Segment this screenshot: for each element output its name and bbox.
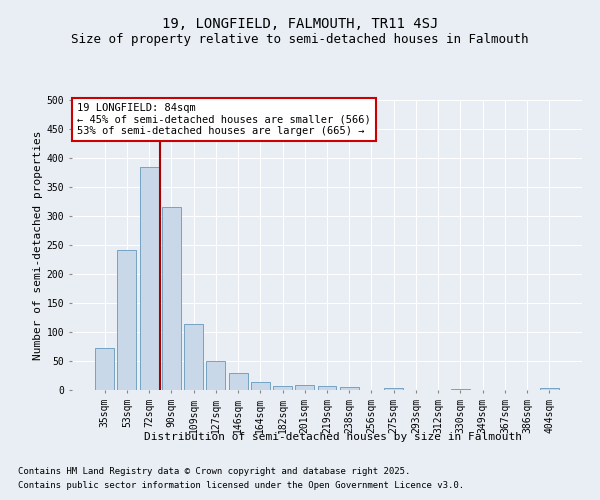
Bar xyxy=(251,382,270,390)
Y-axis label: Number of semi-detached properties: Number of semi-detached properties xyxy=(32,130,43,360)
Bar xyxy=(540,388,559,390)
Bar xyxy=(340,386,359,390)
Bar xyxy=(184,324,203,390)
Bar xyxy=(162,208,181,390)
Text: Distribution of semi-detached houses by size in Falmouth: Distribution of semi-detached houses by … xyxy=(144,432,522,442)
Bar xyxy=(229,373,248,390)
Text: 19 LONGFIELD: 84sqm
← 45% of semi-detached houses are smaller (566)
53% of semi-: 19 LONGFIELD: 84sqm ← 45% of semi-detach… xyxy=(77,103,371,136)
Bar xyxy=(95,348,114,390)
Bar xyxy=(206,361,225,390)
Text: Contains public sector information licensed under the Open Government Licence v3: Contains public sector information licen… xyxy=(18,481,464,490)
Bar xyxy=(295,386,314,390)
Bar xyxy=(118,250,136,390)
Bar xyxy=(384,388,403,390)
Text: 19, LONGFIELD, FALMOUTH, TR11 4SJ: 19, LONGFIELD, FALMOUTH, TR11 4SJ xyxy=(162,18,438,32)
Bar xyxy=(140,166,158,390)
Bar xyxy=(317,386,337,390)
Bar xyxy=(273,386,292,390)
Text: Contains HM Land Registry data © Crown copyright and database right 2025.: Contains HM Land Registry data © Crown c… xyxy=(18,467,410,476)
Text: Size of property relative to semi-detached houses in Falmouth: Size of property relative to semi-detach… xyxy=(71,32,529,46)
